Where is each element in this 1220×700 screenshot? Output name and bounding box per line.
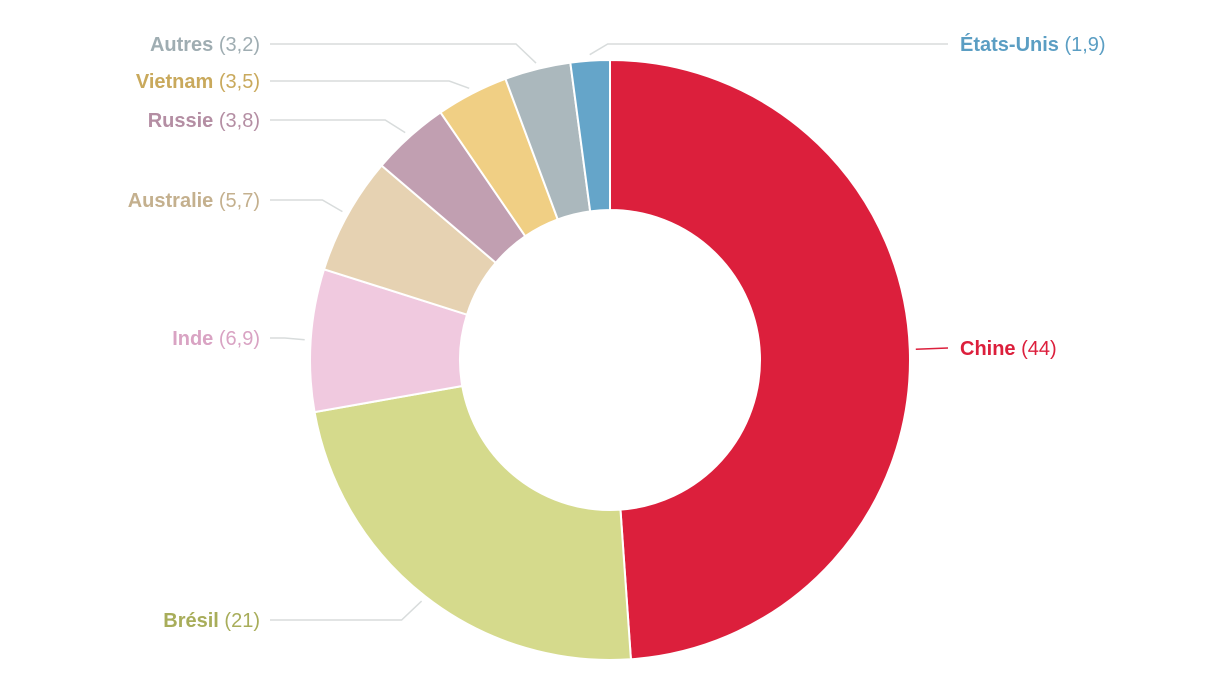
- label-russie: Russie (3,8): [148, 110, 260, 132]
- label-value-russie: (3,8): [213, 110, 260, 132]
- leader-line-bresil: [270, 600, 423, 621]
- label-name-bresil: Brésil: [163, 610, 219, 632]
- label-value-inde: (6,9): [213, 328, 260, 350]
- label-value-australie: (5,7): [213, 190, 260, 212]
- leader-line-vietnam: [270, 80, 470, 90]
- slice-chine: [609, 58, 911, 661]
- label-name-inde: Inde: [172, 328, 213, 350]
- label-name-vietnam: Vietnam: [136, 71, 213, 93]
- leader-line-etats-unis: [589, 43, 948, 56]
- label-value-autres: (3,2): [213, 34, 260, 56]
- leader-line-russie: [270, 119, 406, 134]
- label-name-chine: Chine: [960, 338, 1016, 360]
- label-etats-unis: États-Unis (1,9): [960, 33, 1106, 56]
- leader-line-chine: [915, 347, 949, 351]
- leader-line-autres: [270, 43, 537, 64]
- label-value-bresil: (21): [219, 610, 260, 632]
- label-name-etats-unis: États-Unis: [960, 33, 1059, 56]
- leader-line-australie: [270, 199, 343, 213]
- label-name-australie: Australie: [128, 190, 214, 212]
- slices-group: [309, 58, 911, 661]
- label-chine: Chine (44): [960, 338, 1057, 360]
- label-value-etats-unis: (1,9): [1059, 34, 1106, 56]
- leader-line-inde: [270, 337, 305, 341]
- label-inde: Inde (6,9): [172, 328, 260, 350]
- label-value-vietnam: (3,5): [213, 71, 260, 93]
- labels-group: Chine (44) Brésil (21) Inde (6,9) Australie…: [128, 33, 1106, 632]
- label-value-chine: (44): [1016, 338, 1057, 360]
- label-vietnam: Vietnam (3,5): [136, 71, 260, 93]
- leader-lines-group: [270, 43, 949, 621]
- slice-bresil: [313, 384, 632, 661]
- label-name-autres: Autres: [150, 34, 213, 56]
- label-bresil: Brésil (21): [163, 610, 260, 632]
- slice-etats-unis: [569, 58, 611, 213]
- label-autres: Autres (3,2): [150, 34, 260, 56]
- label-australie: Australie (5,7): [128, 190, 260, 212]
- label-name-russie: Russie: [148, 110, 214, 132]
